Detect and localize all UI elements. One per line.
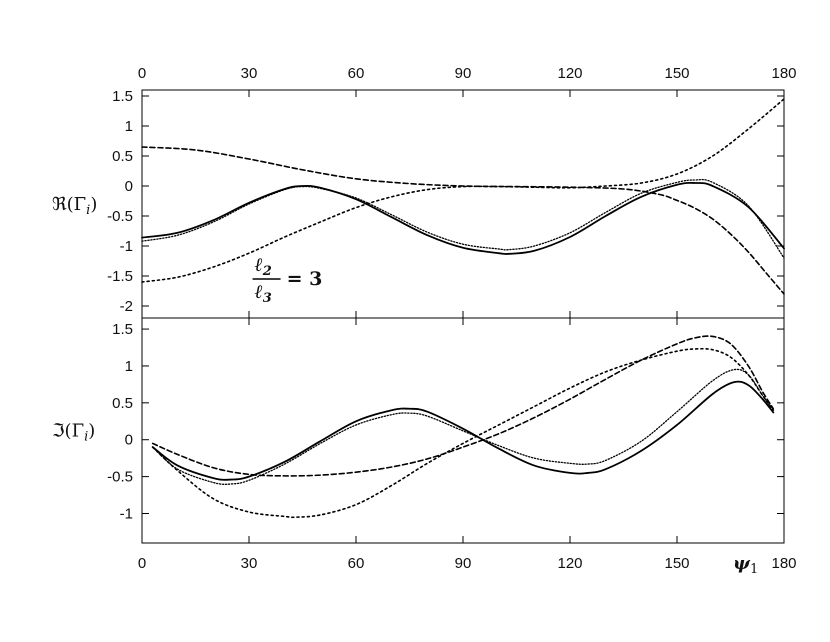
x-tick-label-top: 120	[557, 65, 582, 82]
x-tick-label: 0	[138, 555, 146, 572]
y-axis-label-top: ℜ(Γi)	[52, 194, 97, 218]
y-tick-label: 1.5	[112, 321, 133, 338]
panel-bottom: -1 -0.5 0 0.5 1 1.5 0 30 60 90 120 150 180 ℑ(Γi) ψ1	[52, 317, 797, 577]
y-tick-label: -0.5	[107, 469, 133, 486]
series-line-top-dotted-coarse	[141, 98, 785, 283]
series-line-bottom-dotted-coarse	[151, 347, 775, 519]
y-axis-label-bottom: ℑ(Γi)	[52, 421, 95, 445]
y-tick-label: -0.5	[107, 208, 133, 225]
y-tick-label: -1.5	[107, 268, 133, 285]
y-tick-label: 0.5	[112, 395, 133, 412]
plot-frame-top	[141, 89, 785, 319]
ratio-equals: = 3	[287, 268, 323, 290]
panel-top: -2 -1.5 -1 -0.5 0 0.5 1 1.5 0 30 60 90 120 150 180 ℜ(Γi…	[52, 65, 797, 319]
y-tick-label: 1	[125, 358, 133, 375]
x-tick-label: 60	[348, 555, 365, 572]
x-tick-label-top: 60	[348, 65, 365, 82]
y-tick-label: 0	[125, 178, 133, 195]
series-line-top-dotted-fine	[141, 178, 785, 259]
x-tick-label: 150	[664, 555, 689, 572]
x-tick-label-top: 90	[455, 65, 472, 82]
ratio-numerator: ℓ2	[255, 254, 272, 279]
x-tick-label: 90	[455, 555, 472, 572]
x-tick-label-top: 150	[664, 65, 689, 82]
y-tick-label: 1.5	[112, 88, 133, 105]
x-tick-label-top: 30	[241, 65, 258, 82]
series-line-top-dashed	[141, 146, 785, 295]
series-line-bottom-dashed	[151, 335, 775, 477]
series-line-top-solid	[141, 181, 785, 255]
series-line-bottom-dotted-fine	[152, 368, 774, 485]
x-tick-label-top: 180	[771, 65, 796, 82]
y-tick-label: 0.5	[112, 148, 133, 165]
x-axis-label: ψ1	[733, 553, 758, 577]
y-tick-label: -1	[120, 238, 133, 255]
y-tick-label: 0	[125, 432, 133, 449]
y-tick-label: -2	[120, 298, 133, 315]
x-tick-label: 120	[557, 555, 582, 572]
x-tick-label-top: 0	[138, 65, 146, 82]
x-tick-label: 180	[771, 555, 796, 572]
ratio-denominator: ℓ3	[255, 281, 272, 306]
y-tick-label: -1	[120, 505, 133, 522]
x-tick-label: 30	[241, 555, 258, 572]
y-tick-label: 1	[125, 118, 133, 135]
